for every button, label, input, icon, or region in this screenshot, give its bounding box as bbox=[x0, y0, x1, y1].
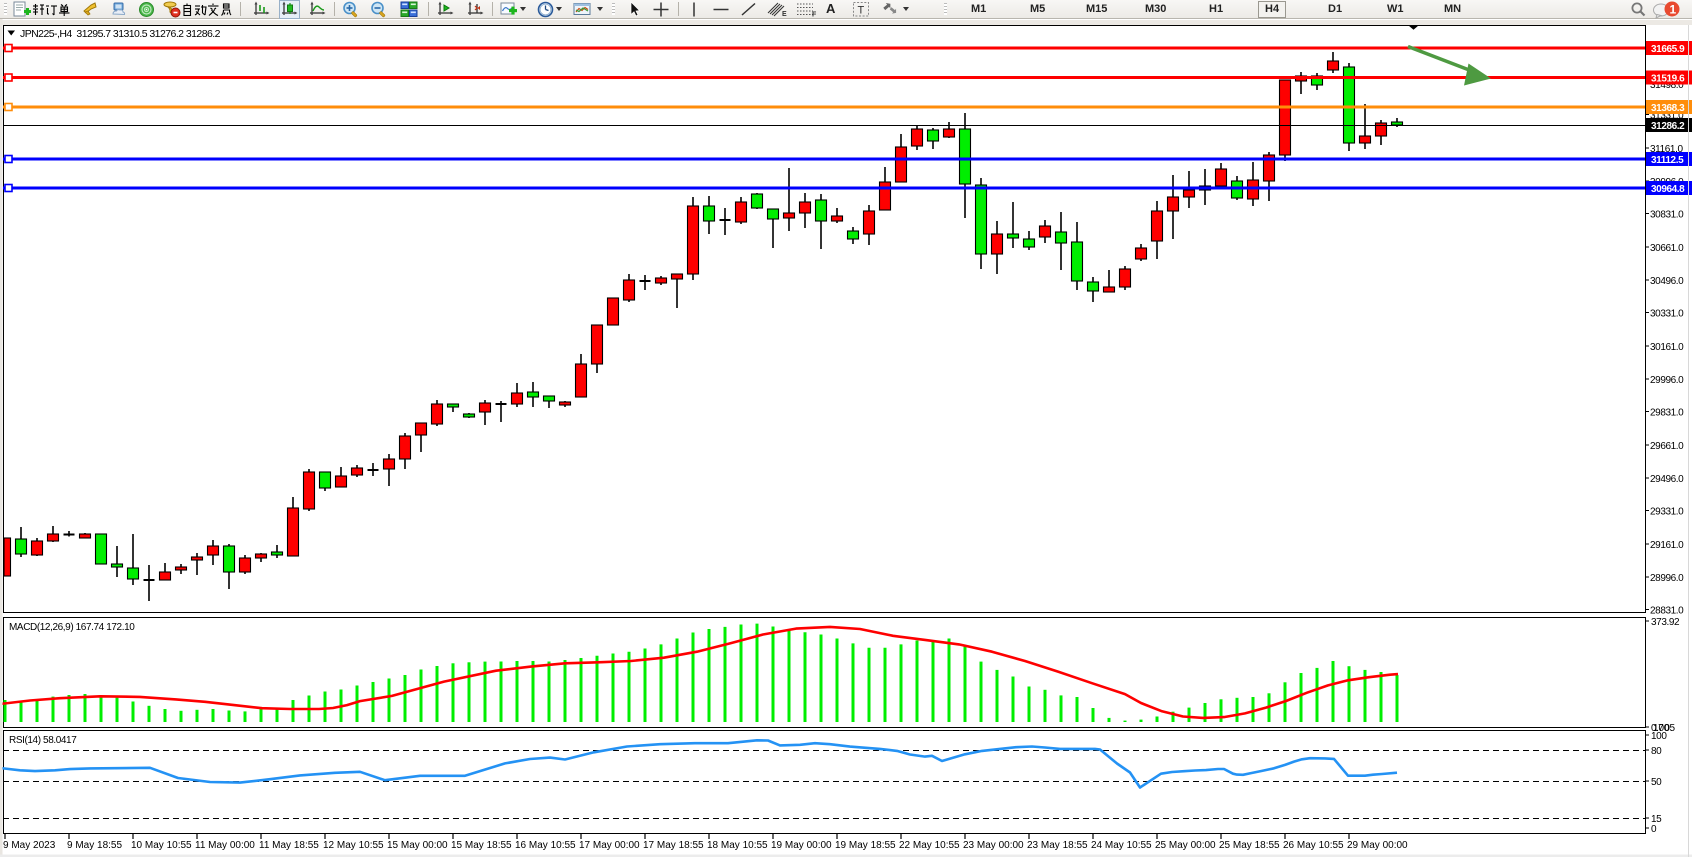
svg-text:31331.0: 31331.0 bbox=[1650, 111, 1684, 122]
svg-text:31112.5: 31112.5 bbox=[1651, 155, 1684, 166]
svg-text:JPN225-,H4 31295.7 31310.5 31: JPN225-,H4 31295.7 31310.5 31276.2 31286… bbox=[20, 28, 221, 40]
svg-text:RSI(14) 58.0417: RSI(14) 58.0417 bbox=[9, 735, 77, 746]
svg-text:25 May 18:55: 25 May 18:55 bbox=[1219, 840, 1280, 851]
svg-text:29661.0: 29661.0 bbox=[1650, 441, 1684, 452]
svg-text:23 May 18:55: 23 May 18:55 bbox=[1027, 840, 1088, 851]
svg-text:26 May 10:55: 26 May 10:55 bbox=[1283, 840, 1344, 851]
svg-text:17 May 00:00: 17 May 00:00 bbox=[579, 840, 640, 851]
svg-text:80: 80 bbox=[1651, 746, 1662, 757]
svg-text:19 May 00:00: 19 May 00:00 bbox=[771, 840, 832, 851]
svg-text:31665.9: 31665.9 bbox=[1651, 44, 1685, 55]
svg-text:30964.8: 30964.8 bbox=[1651, 184, 1685, 195]
svg-text:15 May 18:55: 15 May 18:55 bbox=[451, 840, 512, 851]
svg-text:0: 0 bbox=[1651, 824, 1657, 835]
svg-text:1705: 1705 bbox=[1653, 723, 1675, 734]
svg-text:16 May 10:55: 16 May 10:55 bbox=[515, 840, 576, 851]
svg-text:10 May 10:55: 10 May 10:55 bbox=[131, 840, 192, 851]
svg-text:11 May 18:55: 11 May 18:55 bbox=[259, 840, 319, 851]
svg-text:29331.0: 29331.0 bbox=[1650, 507, 1684, 518]
svg-text:15: 15 bbox=[1651, 814, 1662, 825]
svg-text:29831.0: 29831.0 bbox=[1650, 408, 1684, 419]
svg-text:0.00: 0.00 bbox=[1651, 723, 1670, 734]
svg-text:23 May 00:00: 23 May 00:00 bbox=[963, 840, 1024, 851]
svg-text:30661.0: 30661.0 bbox=[1650, 243, 1684, 254]
svg-text:31368.3: 31368.3 bbox=[1651, 103, 1685, 114]
svg-text:29996.0: 29996.0 bbox=[1650, 375, 1684, 386]
svg-text:50: 50 bbox=[1651, 777, 1662, 788]
svg-text:29 May 00:00: 29 May 00:00 bbox=[1347, 840, 1408, 851]
svg-text:12 May 10:55: 12 May 10:55 bbox=[323, 840, 384, 851]
svg-text:31161.0: 31161.0 bbox=[1650, 144, 1683, 155]
svg-text:F: F bbox=[812, 12, 817, 19]
svg-text:31286.2: 31286.2 bbox=[1651, 121, 1685, 132]
svg-text:17 May 18:55: 17 May 18:55 bbox=[643, 840, 704, 851]
svg-text:30161.0: 30161.0 bbox=[1650, 342, 1684, 353]
svg-text:29496.0: 29496.0 bbox=[1650, 474, 1684, 485]
svg-text:31498.0: 31498.0 bbox=[1650, 80, 1684, 91]
svg-text:30331.0: 30331.0 bbox=[1650, 309, 1684, 320]
svg-text:31519.6: 31519.6 bbox=[1651, 74, 1685, 85]
svg-text:MACD(12,26,9) 167.74 172.10: MACD(12,26,9) 167.74 172.10 bbox=[9, 622, 135, 633]
svg-text:E: E bbox=[782, 11, 787, 18]
svg-text:11 May 00:00: 11 May 00:00 bbox=[195, 840, 255, 851]
svg-text:373.92: 373.92 bbox=[1651, 617, 1680, 628]
svg-text:30831.0: 30831.0 bbox=[1650, 210, 1684, 221]
svg-text:30496.0: 30496.0 bbox=[1650, 276, 1684, 287]
svg-text:22 May 10:55: 22 May 10:55 bbox=[899, 840, 960, 851]
svg-text:9 May 18:55: 9 May 18:55 bbox=[67, 840, 122, 851]
svg-text:18 May 10:55: 18 May 10:55 bbox=[707, 840, 768, 851]
svg-text:28831.0: 28831.0 bbox=[1650, 606, 1684, 617]
svg-text:24 May 10:55: 24 May 10:55 bbox=[1091, 840, 1152, 851]
svg-text:100: 100 bbox=[1651, 731, 1667, 742]
svg-text:25 May 00:00: 25 May 00:00 bbox=[1155, 840, 1216, 851]
svg-text:19 May 18:55: 19 May 18:55 bbox=[835, 840, 896, 851]
svg-text:T: T bbox=[858, 5, 865, 17]
svg-text:1: 1 bbox=[1670, 3, 1677, 17]
svg-text:9 May 2023: 9 May 2023 bbox=[3, 840, 56, 851]
svg-text:15 May 00:00: 15 May 00:00 bbox=[387, 840, 448, 851]
svg-text:29161.0: 29161.0 bbox=[1650, 540, 1684, 551]
svg-text:28996.0: 28996.0 bbox=[1650, 573, 1684, 584]
